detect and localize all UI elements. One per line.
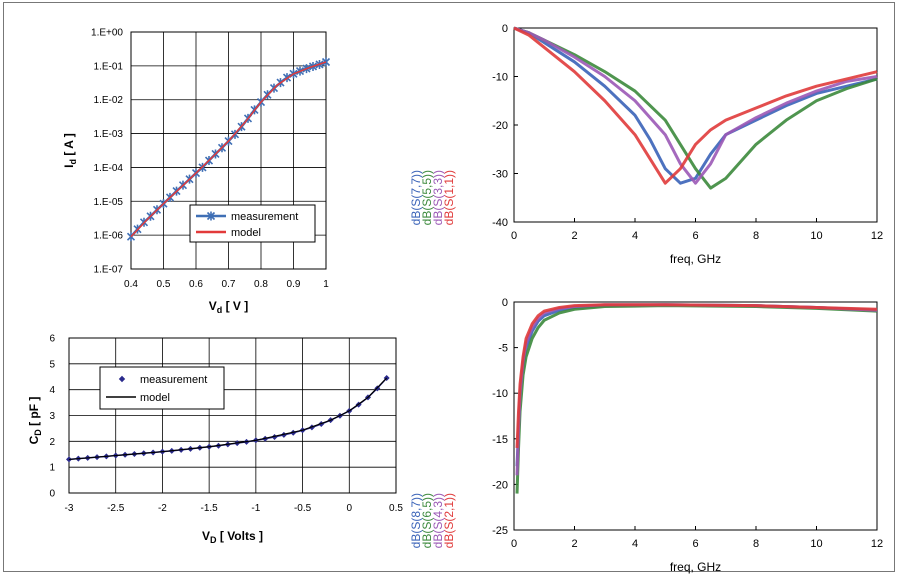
x-axis-label: freq, GHz — [670, 560, 721, 574]
y-tick-label: 0 — [502, 23, 508, 35]
legend-box — [99, 366, 225, 410]
legend-label: measurement — [140, 374, 207, 386]
x-tick-label: 12 — [871, 230, 883, 242]
x-tick-label: -3 — [65, 503, 74, 514]
legend-label: dB(S(3,3)) — [431, 170, 445, 225]
x-tick-label: 8 — [753, 230, 759, 242]
y-tick-label: -40 — [492, 217, 508, 229]
x-tick-label: 10 — [810, 538, 822, 550]
y-tick-label: 4 — [49, 385, 55, 396]
legend-box — [189, 204, 316, 243]
y-tick-label: -5 — [498, 343, 508, 355]
x-axis-label: Vd [ V ] — [209, 299, 249, 315]
y-tick-label: -15 — [492, 434, 508, 446]
x-tick-label: -1 — [251, 503, 260, 514]
y-tick-label: 5 — [49, 359, 55, 370]
x-tick-label: 0.7 — [222, 279, 236, 290]
x-tick-label: -2 — [158, 503, 167, 514]
s11-chart: 0 2 4 6 8 10 12 0 -10 -20 -30 -40 freq, GHz dB(S(7,7)… — [409, 23, 883, 266]
x-tick-label: 0.6 — [189, 279, 203, 290]
x-tick-label: -2.5 — [107, 503, 125, 514]
series-line-model — [130, 61, 327, 238]
x-axis-label: freq, GHz — [670, 252, 721, 266]
y-tick-label: 0 — [49, 489, 55, 500]
y-tick-label: 1.E-03 — [94, 129, 124, 140]
x-tick-label: 4 — [632, 538, 638, 550]
y-tick-label: 1 — [49, 463, 55, 474]
y-tick-label: 2 — [49, 437, 55, 448]
y-tick-label: -20 — [492, 120, 508, 132]
y-tick-label: 1.E-04 — [94, 163, 124, 174]
y-tick-label: -10 — [492, 72, 508, 84]
x-tick-label: 0.8 — [254, 279, 268, 290]
x-tick-label: 6 — [692, 230, 698, 242]
legend-label: model — [140, 392, 170, 404]
iv-chart: 0.4 0.5 0.6 0.7 0.8 0.9 1 1.E+00 1.E-01 1.E-02 1.E… — [62, 28, 331, 315]
legend-label: dB(S(7,7)) — [409, 170, 423, 225]
y-tick-label: 1.E-01 — [94, 61, 124, 72]
legend-label: dB(S(2,1)) — [442, 493, 456, 548]
legend-label: dB(S(6,5)) — [420, 493, 434, 548]
s21-chart: 0 2 4 6 8 10 12 0 -5 -10 -15 -20 -25 freq, GHz dB(S(8,… — [409, 297, 883, 574]
y-axis-label: CD [ pF ] — [27, 397, 43, 445]
y-tick-label: 1.E-02 — [94, 95, 124, 106]
y-tick-label: 1.E+00 — [91, 28, 123, 39]
y-axis-label: Id [ A ] — [62, 133, 78, 168]
legend-label: measurement — [231, 211, 298, 223]
y-tick-label: 1.E-05 — [94, 197, 124, 208]
x-tick-label: 0 — [511, 538, 517, 550]
x-tick-label: 8 — [753, 538, 759, 550]
x-tick-label: -1.5 — [201, 503, 219, 514]
x-tick-label: 2 — [571, 538, 577, 550]
legend-label: dB(S(4,3)) — [431, 493, 445, 548]
legend-marker — [206, 211, 216, 221]
legend-label: model — [231, 227, 261, 239]
y-tick-label: -20 — [492, 479, 508, 491]
series-line-dB(S(2,1)) — [515, 303, 878, 448]
y-tick-label: 1.E-07 — [94, 265, 124, 276]
y-tick-label: -10 — [492, 388, 508, 400]
y-tick-label: 6 — [49, 334, 55, 345]
x-axis-label: VD [ Volts ] — [202, 529, 263, 545]
x-tick-label: 10 — [810, 230, 822, 242]
legend-label: dB(S(8,7)) — [409, 493, 423, 548]
data-point — [321, 57, 331, 67]
cv-chart: -3 -2.5 -2 -1.5 -1 -0.5 0 0.5 0 1 2 3 4 5 6 VD [ Volts … — [27, 334, 403, 546]
series-line-dB(S(7,7)) — [513, 26, 878, 185]
legend-label: dB(S(1,1)) — [442, 170, 456, 225]
x-tick-label: 0.4 — [124, 279, 138, 290]
x-tick-label: 0.5 — [389, 503, 403, 514]
series-line-model — [68, 377, 388, 461]
x-tick-label: 0.5 — [157, 279, 171, 290]
x-tick-label: 1 — [323, 279, 329, 290]
y-tick-label: 0 — [502, 297, 508, 309]
x-tick-label: -0.5 — [294, 503, 312, 514]
y-tick-label: 1.E-06 — [94, 231, 124, 242]
legend-marker — [118, 375, 126, 383]
series-line-dB(S(1,1)) — [513, 26, 878, 185]
series-line-dB(S(3,3)) — [513, 26, 878, 185]
x-tick-label: 0.9 — [287, 279, 301, 290]
y-tick-label: -25 — [492, 525, 508, 537]
x-tick-label: 12 — [871, 538, 883, 550]
x-tick-label: 6 — [692, 538, 698, 550]
plot-area — [513, 301, 878, 531]
x-tick-label: 2 — [571, 230, 577, 242]
y-tick-label: 3 — [49, 411, 55, 422]
x-tick-label: 0 — [347, 503, 353, 514]
x-tick-label: 0 — [511, 230, 517, 242]
x-tick-label: 4 — [632, 230, 638, 242]
legend-label: dB(S(5,5)) — [420, 170, 434, 225]
y-tick-label: -30 — [492, 169, 508, 181]
